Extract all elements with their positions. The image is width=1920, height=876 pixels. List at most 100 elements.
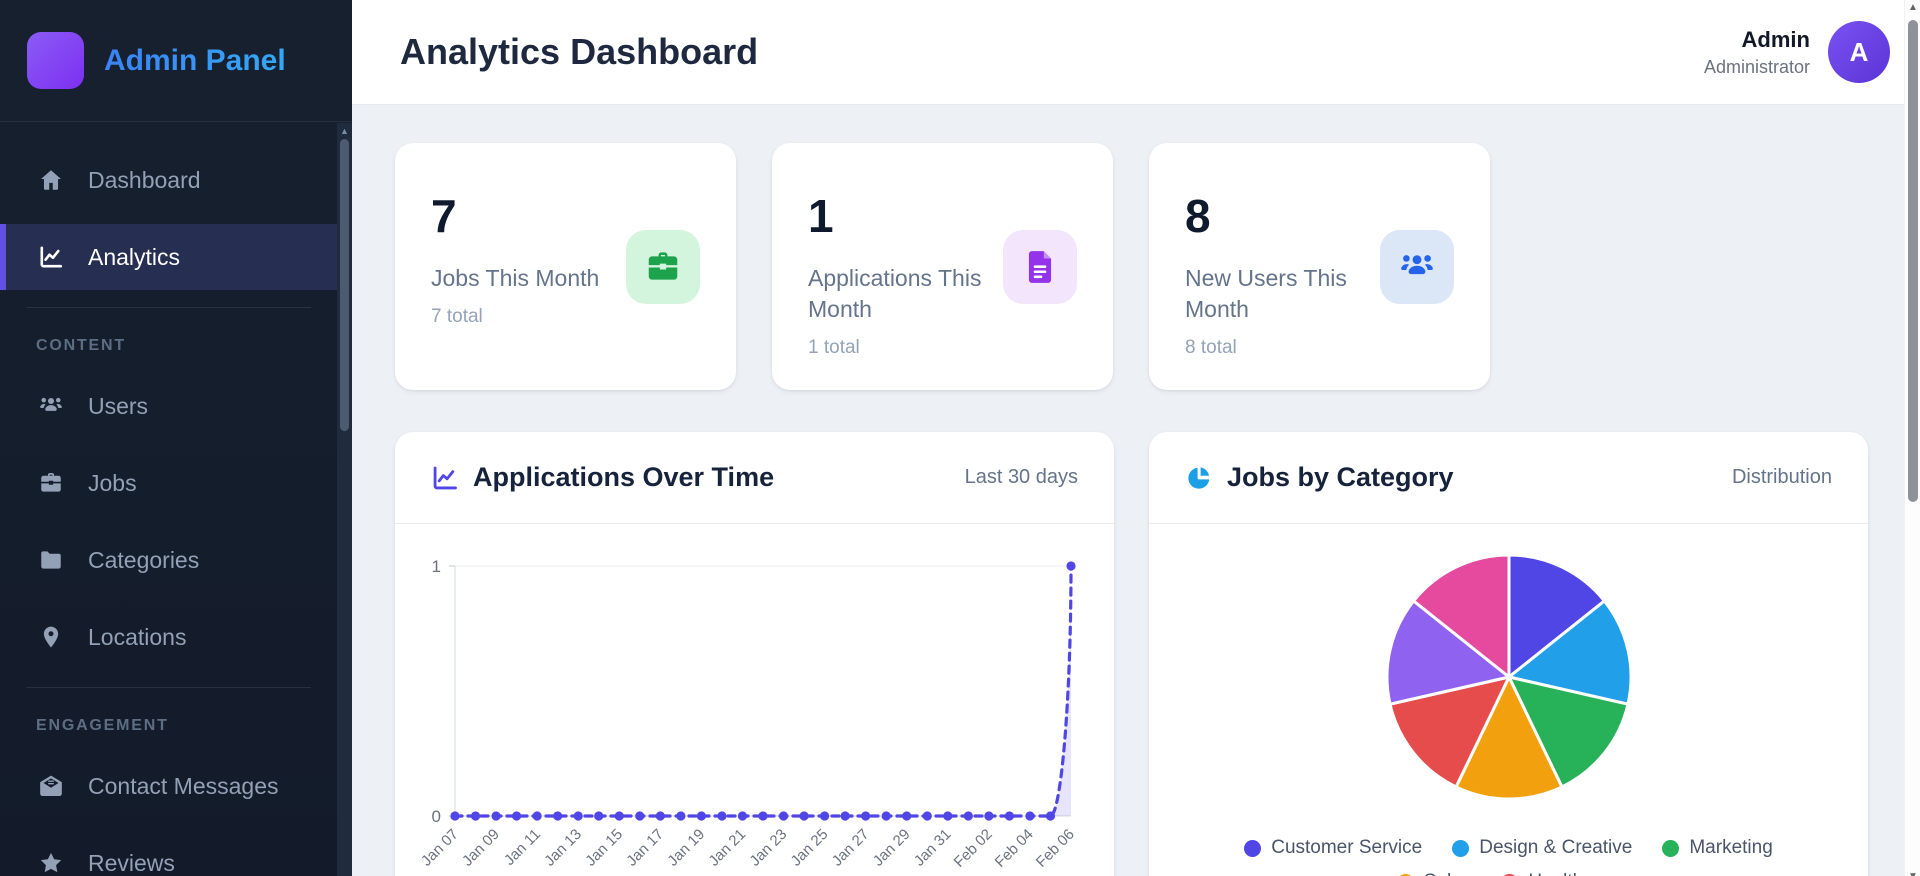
home-icon	[38, 167, 64, 193]
sidebar-item-label: Dashboard	[88, 166, 201, 193]
sidebar: Admin Panel Dashboard Analytics CONTENT Use…	[0, 0, 352, 876]
folder-icon	[38, 547, 64, 573]
svg-text:Feb 06: Feb 06	[1033, 826, 1078, 871]
svg-text:0: 0	[432, 807, 441, 826]
sidebar-item-label: Analytics	[88, 243, 181, 270]
pie-chart-body: Customer Service Design & Creative Marketi…	[1149, 524, 1868, 876]
legend-item: Marketing	[1662, 837, 1773, 859]
applications-over-time-card: Applications Over Time Last 30 days 0 1 Ja…	[395, 432, 1114, 876]
sidebar-divider	[26, 687, 311, 688]
legend-label: Healthcare	[1528, 871, 1620, 876]
legend-dot	[1662, 839, 1680, 857]
line-chart-header: Applications Over Time Last 30 days	[395, 432, 1114, 524]
sidebar-scroll-up-icon[interactable]: ▲	[340, 126, 349, 136]
stat-card: 8 New Users This Month 8 total	[1149, 143, 1490, 390]
line-chart-range-label: Last 30 days	[964, 466, 1078, 488]
line-chart-title-text: Applications Over Time	[473, 462, 775, 492]
sidebar-item-label: Users	[88, 392, 149, 419]
sidebar-header: Admin Panel	[0, 0, 352, 122]
scroll-down-icon[interactable]: ▼	[1905, 871, 1920, 876]
stat-total: 1 total	[808, 337, 860, 359]
sidebar-nav: Dashboard Analytics CONTENT Users Jobs Catego…	[0, 122, 337, 876]
sidebar-item-label: Jobs	[88, 469, 137, 496]
legend-item: Customer Service	[1244, 837, 1422, 859]
stat-label: Applications This Month	[808, 265, 982, 323]
window-scrollbar[interactable]: ▲ ▼	[1904, 0, 1920, 876]
legend-dot	[1501, 873, 1519, 876]
legend-label: Marketing	[1689, 837, 1773, 858]
svg-text:Jan 17: Jan 17	[623, 826, 667, 870]
top-bar: Analytics Dashboard Admin Administrator …	[352, 0, 1920, 105]
svg-text:Jan 07: Jan 07	[418, 826, 462, 870]
sidebar-item-analytics[interactable]: Analytics	[0, 224, 337, 290]
sidebar-item-dashboard[interactable]: Dashboard	[0, 147, 337, 213]
stats-grid: 7 Jobs This Month 7 total 1 Applications Thi…	[395, 143, 1868, 390]
pie-chart-title: Jobs by Category	[1185, 462, 1454, 493]
sidebar-scrollbar[interactable]: ▲	[337, 123, 352, 876]
pie-chart-svg	[1385, 553, 1632, 801]
svg-text:Jan 21: Jan 21	[705, 826, 749, 870]
stat-total: 8 total	[1185, 337, 1237, 359]
svg-text:Jan 13: Jan 13	[541, 826, 585, 870]
user-role: Administrator	[1703, 56, 1810, 77]
brand-title: Admin Panel	[104, 43, 286, 77]
envelope-icon	[38, 773, 64, 799]
app-logo-icon	[27, 32, 84, 89]
legend-item: Design & Creative	[1452, 837, 1632, 859]
legend-label: Sales	[1424, 871, 1472, 876]
svg-text:Jan 11: Jan 11	[501, 826, 544, 869]
stat-card: 1 Applications This Month 1 total	[772, 143, 1113, 390]
sidebar-item-locations[interactable]: Locations	[0, 604, 337, 670]
stat-value: 7	[431, 190, 457, 242]
sidebar-item-categories[interactable]: Categories	[0, 527, 337, 593]
svg-text:Jan 15: Jan 15	[582, 826, 626, 870]
svg-text:Jan 23: Jan 23	[746, 826, 790, 870]
svg-text:Jan 09: Jan 09	[459, 826, 503, 870]
sidebar-section-label: CONTENT	[36, 337, 126, 354]
line-chart-title: Applications Over Time	[431, 462, 774, 493]
star-icon	[38, 850, 64, 876]
charts-grid: Applications Over Time Last 30 days 0 1 Ja…	[395, 432, 1868, 876]
legend-label: Design & Creative	[1479, 837, 1633, 858]
line-chart: 0 1 Jan 07 Jan 09 Jan 11 Jan 13 Jan 15 Jan 17 Ja…	[395, 524, 1114, 876]
chart-line-icon	[431, 464, 459, 492]
pie-slice	[1453, 673, 1564, 801]
sidebar-item-users[interactable]: Users	[0, 373, 337, 439]
sidebar-scrollbar-thumb[interactable]	[340, 139, 349, 431]
avatar[interactable]: A	[1828, 21, 1890, 83]
page-title: Analytics Dashboard	[400, 31, 759, 72]
svg-text:Feb 02: Feb 02	[951, 826, 996, 871]
sidebar-item-label: Contact Messages	[88, 772, 279, 799]
sidebar-item-label: Categories	[88, 546, 200, 573]
user-menu[interactable]: Admin Administrator A	[1704, 21, 1890, 83]
legend-dot	[1452, 839, 1470, 857]
users-icon	[1380, 229, 1454, 304]
stat-value: 1	[808, 190, 834, 242]
svg-text:Jan 31: Jan 31	[911, 826, 955, 870]
dashboard-content: 7 Jobs This Month 7 total 1 Applications Thi…	[352, 105, 1920, 876]
chart-line-icon	[38, 244, 64, 270]
sidebar-item-contact-messages[interactable]: Contact Messages	[0, 753, 337, 819]
pie-slice	[1411, 553, 1510, 681]
scroll-up-icon[interactable]: ▲	[1908, 2, 1918, 13]
briefcase-icon	[38, 470, 64, 496]
svg-text:Jan 19: Jan 19	[664, 826, 708, 870]
pie-chart-header: Jobs by Category Distribution	[1149, 432, 1868, 524]
legend-dot	[1244, 839, 1262, 857]
sidebar-item-reviews[interactable]: Reviews	[0, 830, 337, 876]
jobs-by-category-card: Jobs by Category Distribution Customer S…	[1149, 432, 1868, 876]
pie-slice	[1387, 674, 1512, 789]
sidebar-section-label: ENGAGEMENT	[36, 717, 169, 734]
legend-dot	[1396, 873, 1414, 876]
sidebar-item-label: Locations	[88, 623, 187, 650]
svg-text:1: 1	[432, 557, 441, 576]
window-scrollbar-thumb[interactable]	[1908, 20, 1918, 502]
pie-chart-icon	[1185, 464, 1213, 492]
sidebar-item-jobs[interactable]: Jobs	[0, 450, 337, 516]
stat-card: 7 Jobs This Month 7 total	[395, 143, 736, 390]
svg-text:Jan 29: Jan 29	[870, 826, 914, 870]
user-info: Admin Administrator	[1704, 27, 1810, 78]
sidebar-item-label: Reviews	[88, 849, 175, 876]
pie-slice	[1385, 598, 1512, 706]
